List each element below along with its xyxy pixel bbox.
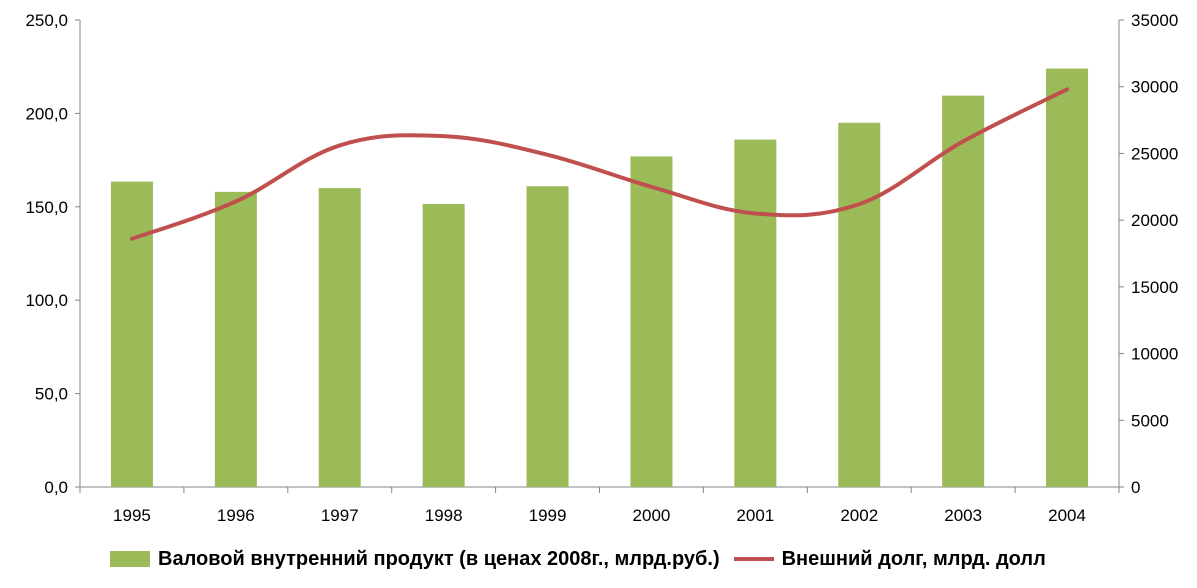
x-tick-label: 2001 [736, 506, 774, 525]
legend-item-debt: Внешний долг, млрд. долл [720, 548, 1046, 571]
left-tick-label: 100,0 [25, 291, 68, 310]
right-tick-label: 5000 [1131, 411, 1169, 430]
gdp-bars [110, 68, 1089, 488]
gdp-bar [318, 188, 361, 487]
x-axis-tick-labels: 1995 1996 1997 1998 1999 2000 2001 2002 2003 2004 [113, 506, 1086, 525]
gdp-bar [734, 139, 777, 487]
left-tick-label: 250,0 [25, 11, 68, 30]
x-tick-label: 2004 [1048, 506, 1086, 525]
left-tick-label: 0,0 [44, 478, 68, 497]
legend-label-debt: Внешний долг, млрд. долл [781, 547, 1046, 570]
legend-swatch-debt [733, 557, 774, 561]
right-tick-label: 25000 [1131, 144, 1178, 163]
legend: Валовой внутренний продукт (в ценах 2008… [110, 545, 1046, 573]
legend-label-gdp: Валовой внутренний продукт (в ценах 2008… [158, 547, 720, 570]
gdp-bar [422, 203, 465, 488]
gdp-bar [526, 186, 569, 487]
right-tick-label: 15000 [1131, 278, 1178, 297]
gdp-bar [942, 95, 985, 488]
x-tick-label: 1998 [425, 506, 463, 525]
gdp-bar [838, 122, 881, 488]
gdp-bar [1046, 68, 1089, 488]
x-tick-label: 2000 [633, 506, 671, 525]
chart-canvas: 0,0 50,0 100,0 150,0 200,0 250,0 0 5000 10000 15… [25, 11, 1178, 525]
x-tick-label: 1999 [529, 506, 567, 525]
debt-line [129, 87, 1070, 241]
gdp-bar [214, 191, 257, 487]
gdp-bar [630, 156, 673, 487]
x-tick-label: 1997 [321, 506, 359, 525]
debt-line-series [129, 87, 1070, 241]
right-tick-label: 10000 [1131, 345, 1178, 364]
left-tick-label: 200,0 [25, 104, 68, 123]
left-axis-tick-labels: 0,0 50,0 100,0 150,0 200,0 250,0 [25, 11, 68, 497]
x-tick-label: 2003 [944, 506, 982, 525]
left-tick-label: 150,0 [25, 198, 68, 217]
left-tick-label: 50,0 [35, 385, 68, 404]
right-tick-label: 35000 [1131, 11, 1178, 30]
x-tick-label: 2002 [840, 506, 878, 525]
right-tick-label: 0 [1131, 478, 1140, 497]
x-tick-label: 1996 [217, 506, 255, 525]
gdp-bar [110, 181, 153, 487]
right-tick-label: 20000 [1131, 211, 1178, 230]
x-tick-label: 1995 [113, 506, 151, 525]
legend-swatch-gdp [110, 551, 150, 567]
right-axis-tick-labels: 0 5000 10000 15000 20000 25000 30000 35000 [1131, 11, 1178, 497]
legend-item-gdp: Валовой внутренний продукт (в ценах 2008… [110, 548, 720, 571]
right-tick-label: 30000 [1131, 78, 1178, 97]
